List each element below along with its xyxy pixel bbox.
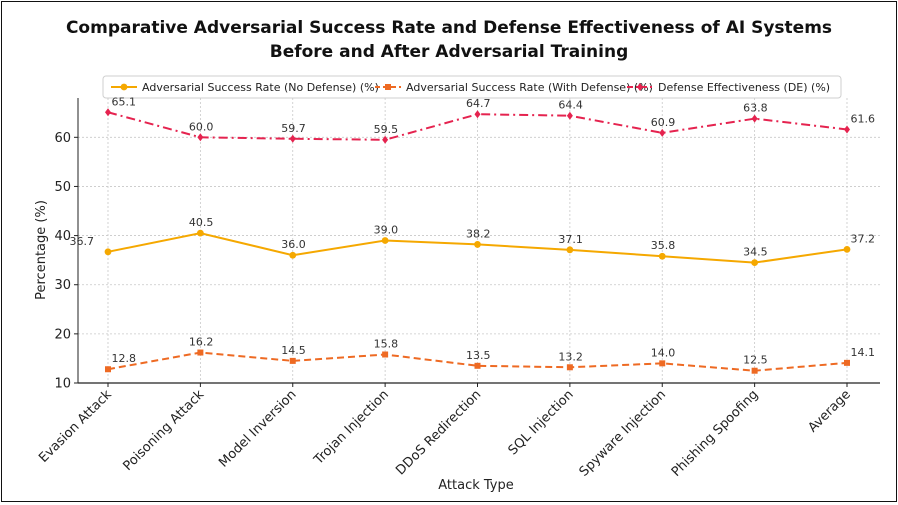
y-tick-label: 30 bbox=[54, 278, 71, 293]
series-line bbox=[107, 351, 848, 372]
data-label: 37.1 bbox=[558, 233, 583, 246]
data-point bbox=[385, 84, 391, 90]
data-label: 60.0 bbox=[189, 120, 214, 133]
y-tick-label: 20 bbox=[54, 327, 71, 342]
data-label: 65.1 bbox=[112, 95, 137, 108]
legend-label: Adversarial Success Rate (With Defense) … bbox=[406, 81, 653, 94]
data-label: 12.8 bbox=[112, 352, 137, 365]
x-tick-label: DDoS Redirection bbox=[393, 387, 484, 478]
legend-label: Adversarial Success Rate (No Defense) (%… bbox=[142, 81, 379, 94]
x-tick-label: Spyware Injection bbox=[577, 387, 669, 479]
data-point bbox=[844, 125, 850, 134]
x-axis-label: Attack Type bbox=[438, 478, 514, 493]
data-point bbox=[105, 366, 111, 373]
data-point bbox=[382, 351, 389, 358]
y-axis-label: Percentage (%) bbox=[34, 200, 49, 300]
data-point bbox=[105, 108, 111, 117]
data-label: 63.8 bbox=[743, 102, 768, 115]
data-label: 60.9 bbox=[651, 116, 676, 129]
series-group: 36.7 40.5 36.0 39.0 38.2 37.1 35.8 34.5 37.2 12.8… bbox=[70, 95, 876, 374]
legend-entry-3: Defense Effectiveness (DE) (%) bbox=[627, 81, 830, 94]
data-label: 64.7 bbox=[466, 97, 491, 110]
data-point bbox=[474, 241, 481, 248]
x-tick-label: Model Inversion bbox=[216, 387, 299, 470]
data-point bbox=[659, 360, 666, 367]
data-label: 35.8 bbox=[651, 239, 676, 252]
data-point bbox=[751, 114, 758, 123]
data-point bbox=[104, 248, 112, 256]
chart-title-line-2: Before and After Adversarial Training bbox=[270, 42, 629, 62]
data-point bbox=[120, 83, 128, 91]
legend-label: Defense Effectiveness (DE) (%) bbox=[658, 81, 830, 94]
x-tick-label: Trojan Injection bbox=[311, 387, 392, 468]
data-point bbox=[474, 362, 481, 369]
x-tick-label: SQL Injection bbox=[506, 387, 577, 458]
series-3: 65.1 60.0 59.7 59.5 64.7 64.4 60.9 63.8 61.6 bbox=[105, 95, 875, 144]
y-tick-label: 40 bbox=[54, 229, 71, 244]
data-label: 14.0 bbox=[651, 346, 676, 359]
y-tick-label: 50 bbox=[54, 180, 71, 195]
data-point bbox=[381, 237, 389, 244]
data-point bbox=[382, 135, 389, 144]
data-point bbox=[289, 251, 297, 259]
x-tick-label: Phishing Spoofing bbox=[669, 387, 762, 480]
data-label: 59.7 bbox=[281, 122, 306, 135]
x-tick-label: Evasion Attack bbox=[36, 387, 115, 466]
data-point bbox=[751, 259, 759, 267]
data-label: 38.2 bbox=[466, 227, 491, 240]
y-tick-label: 10 bbox=[54, 377, 71, 392]
legend: Adversarial Success Rate (No Defense) (%… bbox=[102, 75, 842, 99]
data-label: 13.5 bbox=[466, 349, 491, 362]
legend-box bbox=[102, 75, 842, 99]
data-point bbox=[289, 357, 296, 364]
data-point bbox=[844, 359, 850, 366]
data-label: 36.0 bbox=[281, 238, 306, 251]
data-label: 34.5 bbox=[743, 246, 768, 259]
series-2: 12.8 16.2 14.5 15.8 13.5 13.2 14.0 12.5 14.1 bbox=[105, 336, 875, 374]
data-point bbox=[289, 134, 296, 143]
data-label: 59.5 bbox=[374, 123, 399, 136]
data-label: 61.6 bbox=[851, 112, 876, 125]
data-point bbox=[566, 111, 573, 120]
y-tick-label: 60 bbox=[54, 131, 71, 146]
data-point bbox=[751, 367, 758, 374]
data-label: 40.5 bbox=[189, 216, 214, 229]
data-point bbox=[196, 229, 204, 237]
axes: 10 20 30 40 50 60 Evasion Attack Poisoning Atta… bbox=[36, 98, 880, 480]
data-label: 37.2 bbox=[851, 232, 876, 245]
x-tick-label: Poisoning Attack bbox=[120, 387, 207, 474]
data-point bbox=[197, 133, 204, 142]
data-label: 14.5 bbox=[281, 344, 306, 357]
legend-entry-1: Adversarial Success Rate (No Defense) (%… bbox=[111, 81, 379, 94]
data-label: 64.4 bbox=[558, 99, 583, 112]
data-label: 16.2 bbox=[189, 336, 214, 349]
series-1: 36.7 40.5 36.0 39.0 38.2 37.1 35.8 34.5 37.2 bbox=[70, 216, 876, 267]
x-tick-label: Average bbox=[805, 387, 853, 435]
data-point bbox=[474, 110, 481, 119]
data-label: 15.8 bbox=[374, 338, 399, 351]
data-label: 39.0 bbox=[374, 224, 399, 237]
data-point bbox=[637, 83, 643, 91]
data-label: 12.5 bbox=[743, 354, 768, 367]
data-label: 14.1 bbox=[851, 346, 876, 359]
data-point bbox=[659, 128, 666, 137]
data-label: 36.7 bbox=[70, 235, 95, 248]
data-point bbox=[566, 246, 574, 254]
data-point bbox=[843, 245, 851, 253]
data-point bbox=[566, 364, 573, 371]
data-point bbox=[658, 252, 666, 260]
chart-title-line-1: Comparative Adversarial Success Rate and… bbox=[66, 18, 832, 38]
data-point bbox=[197, 349, 204, 356]
data-label: 13.2 bbox=[558, 350, 583, 363]
legend-entry-2: Adversarial Success Rate (With Defense) … bbox=[375, 81, 653, 94]
